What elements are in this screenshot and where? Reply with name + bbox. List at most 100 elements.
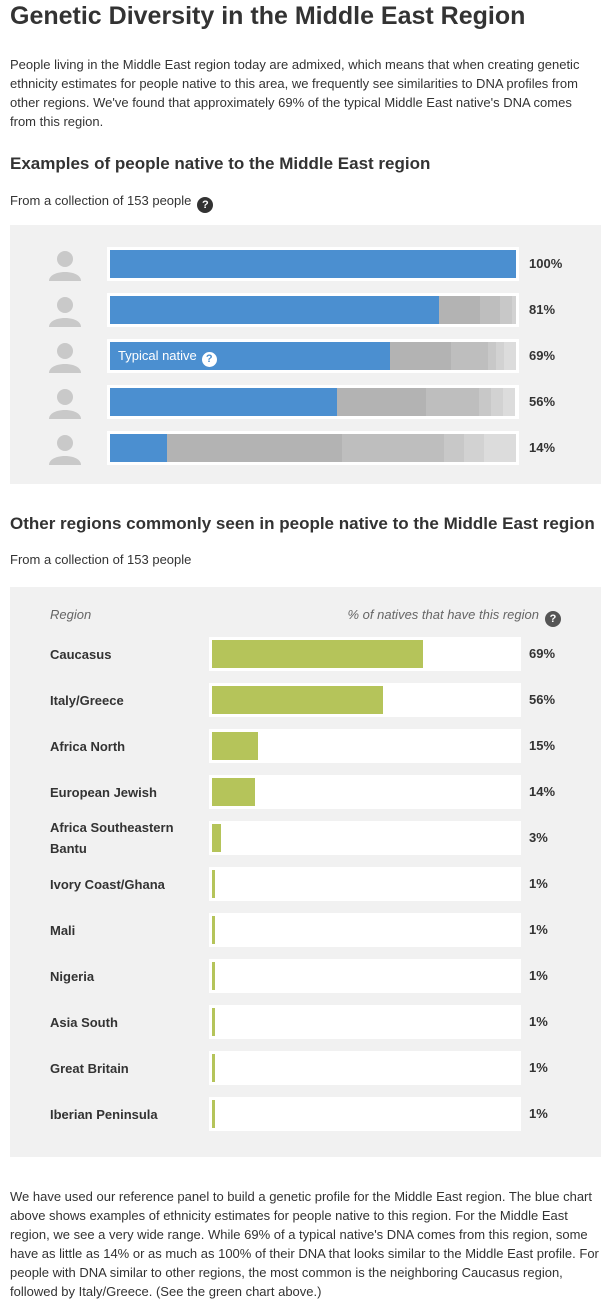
example-row: 56% — [10, 385, 601, 419]
region-bar-fill — [212, 1100, 215, 1128]
region-row: Africa North 15% — [10, 729, 601, 763]
bar-segment-primary — [110, 434, 167, 462]
example-bar — [107, 247, 519, 281]
bar-segment-other — [496, 342, 504, 370]
region-name: European Jewish — [50, 785, 157, 800]
region-row: Nigeria 1% — [10, 959, 601, 993]
bar-segment-other — [451, 342, 488, 370]
bar-segment-other — [512, 296, 516, 324]
bar-segment-primary — [110, 296, 439, 324]
region-percent: 14% — [529, 784, 556, 799]
region-row: Caucasus 69% — [10, 637, 601, 671]
example-bar — [107, 385, 519, 419]
bar-segment-other — [464, 434, 484, 462]
example-row: 81% — [10, 293, 601, 327]
region-row: Ivory Coast/Ghana 1% — [10, 867, 601, 901]
bar-segment-other — [488, 342, 496, 370]
percent-label: 69% — [529, 348, 556, 363]
region-row: Italy/Greece 56% — [10, 683, 601, 717]
region-bar — [209, 1097, 521, 1131]
bar-segment-other — [444, 434, 464, 462]
bar-segment-other — [426, 388, 479, 416]
bar-segment-other — [500, 296, 512, 324]
region-bar — [209, 637, 521, 671]
region-bar-fill — [212, 732, 258, 760]
region-percent: 15% — [529, 738, 556, 753]
region-bar-fill — [212, 778, 255, 806]
region-percent: 1% — [529, 968, 548, 983]
region-row: Mali 1% — [10, 913, 601, 947]
region-column-header: Region — [50, 607, 92, 622]
region-percent: 1% — [529, 876, 548, 891]
examples-chart: 100% 81% Typical native? 69% 56% 14% — [10, 225, 601, 484]
typical-native-text: Typical native — [118, 348, 197, 363]
bar-segment-other — [484, 434, 516, 462]
region-name: Africa North — [50, 739, 126, 754]
region-percent: 69% — [529, 646, 556, 661]
example-bar — [107, 431, 519, 465]
percent-label: 56% — [529, 394, 556, 409]
person-icon — [47, 341, 83, 373]
example-row: 100% — [10, 247, 601, 281]
bar-segment-other — [503, 388, 515, 416]
region-percent: 1% — [529, 922, 548, 937]
bar-segment-primary — [110, 342, 390, 370]
region-percent: 3% — [529, 830, 548, 845]
region-percent: 1% — [529, 1106, 548, 1121]
page-title: Genetic Diversity in the Middle East Reg… — [10, 2, 526, 30]
region-bar-fill — [212, 640, 423, 668]
example-row: Typical native? 69% — [10, 339, 601, 373]
region-bar-fill — [212, 824, 221, 852]
bar-segment-other — [504, 342, 516, 370]
example-row: 14% — [10, 431, 601, 465]
region-name: Caucasus — [50, 647, 112, 662]
help-icon[interactable]: ? — [201, 352, 217, 367]
regions-subtitle: From a collection of 153 people — [10, 552, 192, 567]
bar-segment-other — [480, 296, 500, 324]
region-bar — [209, 867, 521, 901]
region-row: Asia South 1% — [10, 1005, 601, 1039]
region-bar-fill — [212, 686, 383, 714]
outro-paragraph: We have used our reference panel to buil… — [10, 1189, 599, 1299]
examples-subtitle-text: From a collection of 153 people — [10, 193, 192, 208]
person-icon — [47, 249, 83, 281]
region-percent: 1% — [529, 1060, 548, 1075]
help-icon[interactable]: ? — [545, 611, 561, 627]
bar-segment-primary — [110, 250, 516, 278]
region-row: European Jewish 14% — [10, 775, 601, 809]
region-bar — [209, 775, 521, 809]
intro-paragraph: People living in the Middle East region … — [10, 57, 580, 129]
region-bar-fill — [212, 1008, 215, 1036]
region-name: Italy/Greece — [50, 693, 124, 708]
bar-segment-other — [439, 296, 480, 324]
region-bar-fill — [212, 916, 215, 944]
region-row: Great Britain 1% — [10, 1051, 601, 1085]
person-icon — [47, 295, 83, 327]
percent-column-header-text: % of natives that have this region — [347, 607, 539, 622]
bar-segment-other — [491, 388, 503, 416]
region-bar-fill — [212, 870, 215, 898]
region-bar — [209, 1005, 521, 1039]
region-bar — [209, 913, 521, 947]
bar-segment-other — [479, 388, 491, 416]
percent-column-header: % of natives that have this region? — [347, 607, 561, 627]
person-icon — [47, 433, 83, 465]
region-bar — [209, 729, 521, 763]
percent-label: 14% — [529, 440, 556, 455]
region-bar — [209, 1051, 521, 1085]
region-bar — [209, 683, 521, 717]
region-name: Great Britain — [50, 1061, 129, 1076]
bar-segment-other — [342, 434, 444, 462]
region-bar — [209, 821, 521, 855]
region-percent: 56% — [529, 692, 556, 707]
regions-heading: Other regions commonly seen in people na… — [10, 514, 595, 533]
region-bar-fill — [212, 962, 215, 990]
percent-label: 100% — [529, 256, 563, 271]
bar-segment-other — [337, 388, 426, 416]
example-bar — [107, 293, 519, 327]
help-icon[interactable]: ? — [197, 197, 214, 213]
region-name: Africa Southeastern Bantu — [50, 820, 174, 856]
region-row: Africa Southeastern Bantu 3% — [10, 820, 601, 856]
typical-native-label: Typical native? — [118, 342, 217, 370]
region-bar — [209, 959, 521, 993]
